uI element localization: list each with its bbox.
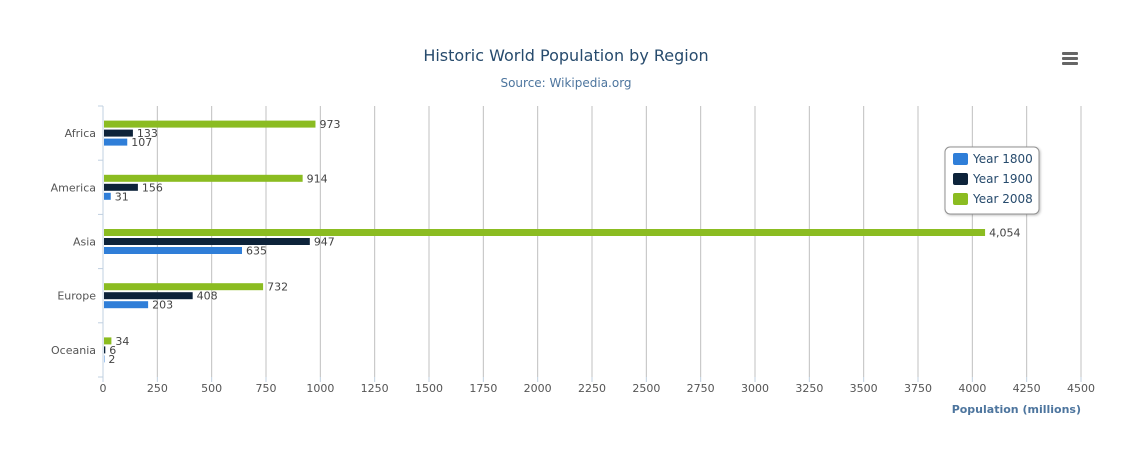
- category-label: Europe: [57, 290, 96, 303]
- bar: [104, 346, 106, 354]
- x-tick-label: 3000: [741, 382, 769, 395]
- data-label: 156: [142, 181, 163, 194]
- x-tick-label: 2500: [632, 382, 660, 395]
- data-label: 635: [246, 245, 267, 258]
- chart-title: Historic World Population by Region: [423, 46, 708, 65]
- x-tick-label: 1750: [469, 382, 497, 395]
- data-label: 6: [109, 344, 116, 357]
- bar: [104, 292, 193, 300]
- x-tick-label: 1000: [306, 382, 334, 395]
- x-tick-label: 1500: [415, 382, 443, 395]
- x-tick-label: 750: [256, 382, 277, 395]
- category-labels: Africa America Asia Europe Oceania: [51, 127, 97, 357]
- data-label: 914: [307, 172, 328, 185]
- bar: [104, 301, 149, 309]
- data-label: 947: [314, 236, 335, 249]
- bar: [104, 138, 128, 146]
- x-tick-label: 500: [201, 382, 222, 395]
- axes: [98, 105, 104, 378]
- legend-swatch: [953, 193, 968, 205]
- bar: [104, 238, 310, 245]
- x-tick-label: 2250: [578, 382, 606, 395]
- x-tick-label: 2750: [687, 382, 715, 395]
- data-label: 732: [267, 281, 288, 294]
- data-label: 34: [115, 335, 129, 348]
- category-label: Africa: [65, 127, 96, 140]
- legend-item[interactable]: Year 1900: [972, 172, 1033, 186]
- legend-item[interactable]: Year 1800: [972, 152, 1033, 166]
- x-tick-label: 4250: [1013, 382, 1041, 395]
- bar: [104, 183, 138, 191]
- chart-subtitle: Source: Wikipedia.org: [500, 76, 631, 90]
- x-tick-label: 3750: [904, 382, 932, 395]
- x-tick-label: 1250: [361, 382, 389, 395]
- menu-button[interactable]: [1056, 46, 1084, 70]
- x-tick-label: 4000: [958, 382, 986, 395]
- category-label: Asia: [73, 236, 96, 249]
- legend: Year 1800 Year 1900 Year 2008: [944, 146, 1040, 215]
- category-label: Oceania: [51, 344, 96, 357]
- bar: [104, 247, 243, 254]
- bar: [104, 337, 112, 345]
- x-tick-label: 250: [147, 382, 168, 395]
- bar: [104, 229, 986, 236]
- data-label: 4,054: [989, 227, 1021, 240]
- x-tick-label: 4500: [1067, 382, 1095, 395]
- bars: [104, 120, 986, 363]
- legend-swatch: [953, 173, 968, 185]
- bar: [104, 174, 303, 182]
- data-label: 31: [115, 190, 129, 203]
- bar: [104, 283, 264, 291]
- value-axis-title: Population (millions): [952, 403, 1081, 416]
- x-tick-label: 3500: [850, 382, 878, 395]
- menu-icon: [1062, 52, 1078, 65]
- bar: [104, 192, 111, 200]
- x-tick-label: 0: [100, 382, 107, 395]
- data-label: 2: [108, 353, 115, 366]
- legend-item[interactable]: Year 2008: [972, 192, 1033, 206]
- data-label: 408: [197, 290, 218, 303]
- x-tick-label: 3250: [795, 382, 823, 395]
- legend-swatch: [953, 153, 968, 165]
- bar: [104, 120, 316, 128]
- bar: [104, 129, 133, 137]
- data-label: 107: [131, 136, 152, 149]
- data-label: 133: [137, 127, 158, 140]
- category-label: America: [51, 181, 96, 194]
- x-tick-label: 2000: [524, 382, 552, 395]
- data-label: 203: [152, 299, 173, 312]
- data-label: 973: [319, 118, 340, 131]
- gridlines: [102, 106, 1082, 382]
- x-tick-labels: 0 250 500 750 1000 1250 1500 1750 2000 2250 2500 27…: [100, 382, 1096, 395]
